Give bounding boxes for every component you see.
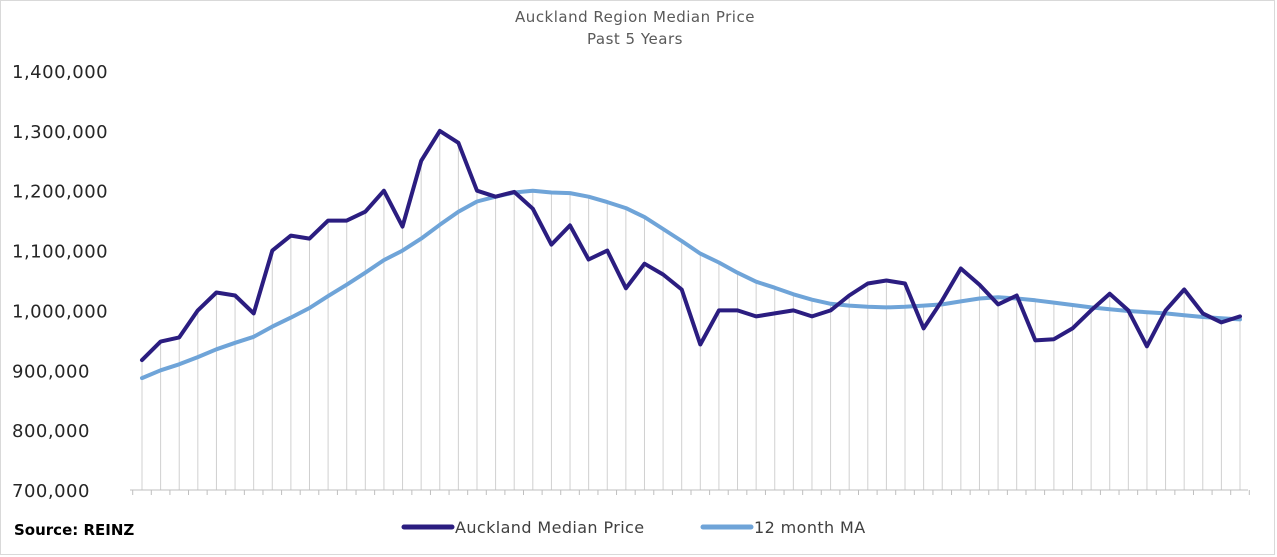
source-note: Source: REINZ [14,521,134,539]
series-line-auckland-median-price [140,128,1242,363]
y-tick-label: 700,000 [12,481,90,502]
x-axis [130,489,1250,495]
y-tick-label: 1,200,000 [12,182,108,203]
legend-label-12-month-ma: 12 month MA [754,518,866,537]
y-axis-ticks: 700,000 800,000 900,000 1,000,000 1,100,000 1… [12,62,108,502]
y-tick-label: 900,000 [12,361,90,382]
y-tick-label: 800,000 [12,421,90,442]
chart-title: Auckland Region Median Price [515,8,755,26]
series-layer [140,128,1242,381]
chart-subtitle: Past 5 Years [587,30,683,48]
y-tick-label: 1,000,000 [12,301,108,322]
y-tick-label: 1,400,000 [12,62,108,83]
series-line-12-month-ma [140,188,1242,381]
y-tick-label: 1,100,000 [12,242,108,263]
legend-label-auckland-median-price: Auckland Median Price [455,518,645,537]
drop-lines [141,130,1241,490]
legend: Auckland Median Price 12 month MA [401,518,866,537]
y-tick-label: 1,300,000 [12,122,108,143]
